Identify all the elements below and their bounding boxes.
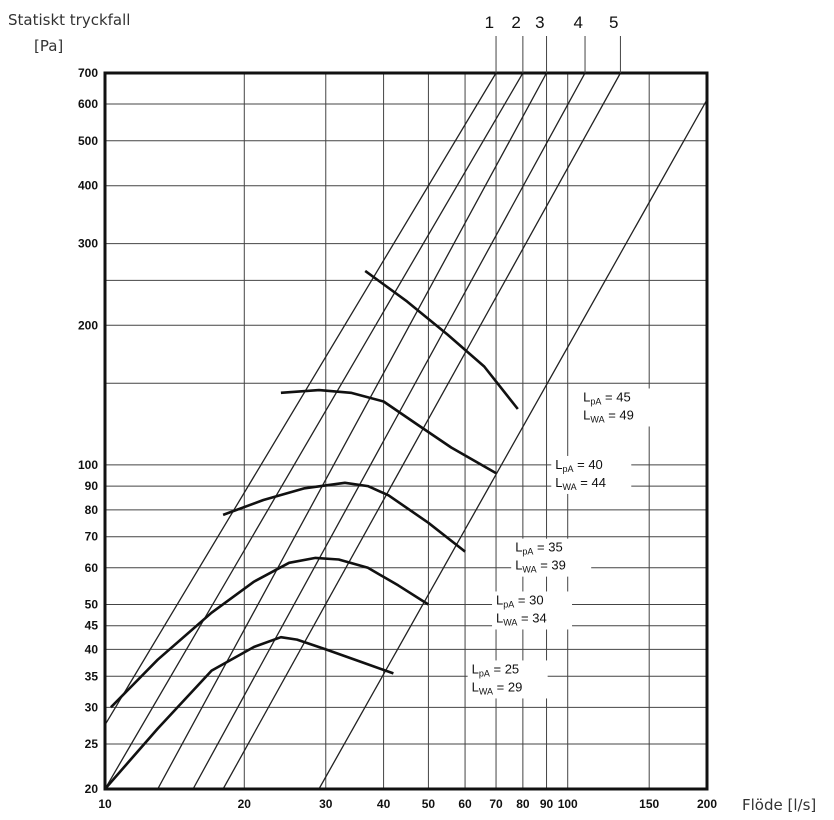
y-tick-label: 90 (85, 479, 99, 493)
x-tick-label: 200 (697, 797, 717, 811)
y-tick-label: 25 (85, 737, 99, 751)
x-axis-title: Flöde [l/s] (742, 796, 817, 814)
x-tick-label: 50 (422, 797, 436, 811)
annotation-lpa: LpA = 45 (583, 389, 631, 406)
y-tick-label: 100 (78, 458, 98, 472)
setting-line-5 (222, 73, 622, 789)
x-tick-label: 70 (489, 797, 503, 811)
setting-line-label: 4 (574, 13, 583, 32)
y-tick-label: 60 (85, 561, 99, 575)
setting-line-label: 2 (511, 13, 520, 32)
annotation-lpa: LpA = 35 (515, 540, 563, 557)
setting-line-4 (192, 73, 586, 789)
x-tick-labels: 10 20 30 40 50 60 70 80 90 100 150 200 (98, 797, 717, 811)
y-tick-label: 35 (85, 669, 99, 683)
y-tick-label: 300 (78, 237, 98, 251)
annotation-lpa: LpA = 25 (472, 661, 520, 678)
y-tick-label: 500 (78, 134, 98, 148)
y-axis-title-line-1: Statiskt tryckfall (8, 11, 131, 29)
x-tick-label: 40 (377, 797, 391, 811)
y-tick-label: 30 (85, 700, 99, 714)
x-tick-label: 30 (319, 797, 333, 811)
setting-line-label: 5 (609, 13, 618, 32)
x-tick-label: 80 (516, 797, 530, 811)
annotation-background (492, 591, 573, 630)
y-tick-label: 45 (85, 619, 99, 633)
sound-curve-3 (222, 481, 466, 553)
y-tick-label: 400 (78, 179, 98, 193)
annotation-background (579, 388, 660, 427)
annotation-background (511, 538, 592, 577)
annotation-background (551, 455, 632, 494)
x-tick-label: 90 (540, 797, 554, 811)
y-tick-label: 80 (85, 503, 99, 517)
x-tick-label: 100 (558, 797, 578, 811)
y-tick-label: 70 (85, 530, 99, 544)
grid-lines (104, 72, 708, 790)
y-tick-label: 700 (78, 66, 98, 80)
annotation-background (467, 660, 548, 699)
y-tick-label: 600 (78, 97, 98, 111)
plot-frame (103, 71, 709, 791)
y-tick-label: 20 (85, 782, 99, 796)
setting-lines (105, 73, 707, 789)
setting-line-3 (157, 73, 548, 789)
y-tick-label: 200 (78, 318, 98, 332)
sound-level-curves (105, 269, 519, 789)
sound-curve-4 (280, 388, 497, 475)
setting-line-label: 3 (535, 13, 544, 32)
x-tick-label: 10 (98, 797, 112, 811)
x-tick-label: 20 (238, 797, 252, 811)
setting-line-2 (105, 73, 524, 789)
x-tick-label: 150 (639, 797, 659, 811)
annotation-lpa: LpA = 30 (496, 592, 544, 609)
setting-line-1 (105, 73, 497, 726)
setting-line-6 (318, 99, 707, 789)
sound-curve-5 (364, 269, 519, 410)
annotation-lpa: LpA = 40 (555, 457, 603, 474)
y-tick-labels: 20 25 30 35 40 45 50 60 70 80 90 100 200 300 400 500 600… (78, 66, 98, 796)
y-tick-label: 50 (85, 597, 99, 611)
x-tick-label: 60 (458, 797, 472, 811)
sound-curve-2 (109, 556, 430, 709)
sound-curve-1 (105, 635, 394, 789)
setting-line-label: 1 (485, 13, 494, 32)
y-axis-title-line-2: [Pa] (34, 37, 64, 55)
y-tick-label: 40 (85, 642, 99, 656)
